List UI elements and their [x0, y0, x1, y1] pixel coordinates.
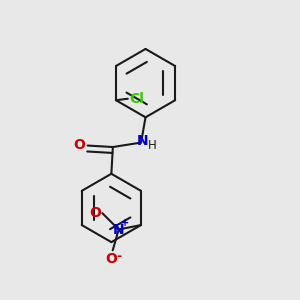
Text: Cl: Cl: [129, 92, 144, 106]
Text: +: +: [121, 218, 129, 228]
Text: N: N: [113, 223, 124, 236]
Text: O: O: [73, 138, 85, 152]
Text: N: N: [137, 134, 148, 148]
Text: O: O: [105, 252, 117, 266]
Text: H: H: [148, 139, 157, 152]
Text: O: O: [89, 206, 101, 220]
Text: -: -: [117, 250, 122, 263]
